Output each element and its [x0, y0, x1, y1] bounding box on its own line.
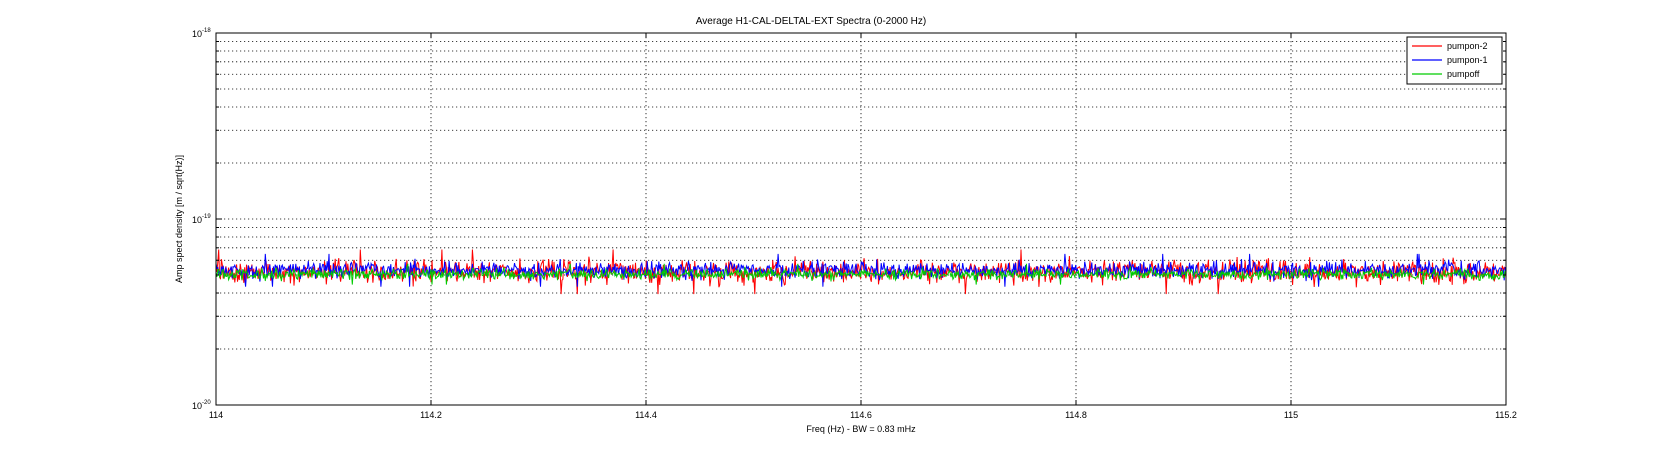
- x-tick-label: 114: [209, 410, 223, 420]
- y-tick-label: 10-18: [192, 28, 211, 39]
- x-tick-label: 114.4: [635, 410, 657, 420]
- tick-marks: [215, 33, 1507, 405]
- legend-label: pumpon-1: [1447, 55, 1488, 65]
- grid-lines: [216, 33, 1506, 405]
- x-tick-label: 114.8: [1065, 410, 1087, 420]
- y-axis-label: Amp spect density [m / sqrt(Hz)]: [174, 155, 184, 283]
- x-tick-label: 115.2: [1495, 410, 1517, 420]
- plot-area: [216, 249, 1506, 295]
- x-tick-label: 114.6: [850, 410, 872, 420]
- x-tick-labels: 114 114.2 114.4 114.6 114.8 115 115.2: [209, 410, 1517, 420]
- x-axis-label: Freq (Hz) - BW = 0.83 mHz: [806, 424, 916, 434]
- x-tick-label: 115: [1284, 410, 1298, 420]
- chart-title: Average H1-CAL-DELTAL-EXT Spectra (0-200…: [696, 16, 926, 27]
- y-tick-label: 10-20: [192, 400, 211, 411]
- series-layer: [216, 249, 1506, 295]
- y-tick-labels: 10-18 10-19 10-20: [192, 28, 211, 411]
- series-line-pumpoff: [216, 263, 1506, 285]
- legend-label: pumpon-2: [1447, 41, 1488, 51]
- x-tick-label: 114.2: [420, 410, 442, 420]
- y-tick-label: 10-19: [192, 214, 211, 225]
- legend-label: pumpoff: [1447, 69, 1480, 79]
- legend: pumpon-2 pumpon-1 pumpoff: [1406, 36, 1503, 85]
